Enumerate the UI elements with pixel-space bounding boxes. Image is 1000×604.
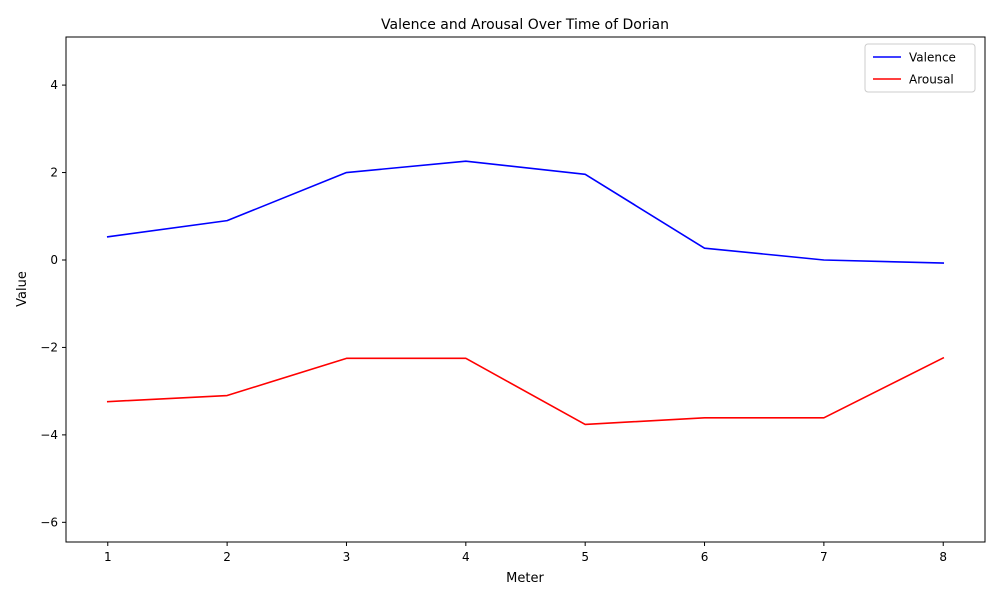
y-tick-label: 0	[50, 253, 58, 267]
x-tick-label: 4	[462, 550, 470, 564]
y-axis-label: Value	[15, 271, 30, 307]
legend-label-arousal: Arousal	[909, 73, 954, 87]
series-line-valence	[106, 160, 945, 264]
axes-layer: 1 2 3 4 5 6 7 8 −6 −4 −2 0 2 4	[40, 36, 986, 564]
series-layer	[106, 160, 945, 426]
legend: Valence Arousal	[864, 43, 976, 93]
plot-frame	[65, 36, 986, 543]
legend-label-valence: Valence	[909, 51, 956, 65]
y-tick-label: 2	[50, 166, 58, 180]
chart-title: Valence and Arousal Over Time of Dorian	[381, 17, 669, 33]
x-tick-label: 1	[104, 550, 112, 564]
y-tick-label: −4	[40, 428, 58, 442]
x-axis-label: Meter	[506, 571, 544, 586]
x-tick-label: 2	[223, 550, 231, 564]
x-tick-label: 7	[820, 550, 828, 564]
series-line-arousal	[106, 356, 945, 426]
x-tick-label: 6	[701, 550, 709, 564]
y-tick-label: 4	[50, 78, 58, 92]
x-tick-label: 3	[343, 550, 351, 564]
legend-box	[864, 43, 976, 93]
x-tick-label: 8	[939, 550, 947, 564]
y-tick-label: −6	[40, 515, 58, 529]
y-tick-label: −2	[40, 340, 58, 354]
x-tick-label: 5	[581, 550, 589, 564]
